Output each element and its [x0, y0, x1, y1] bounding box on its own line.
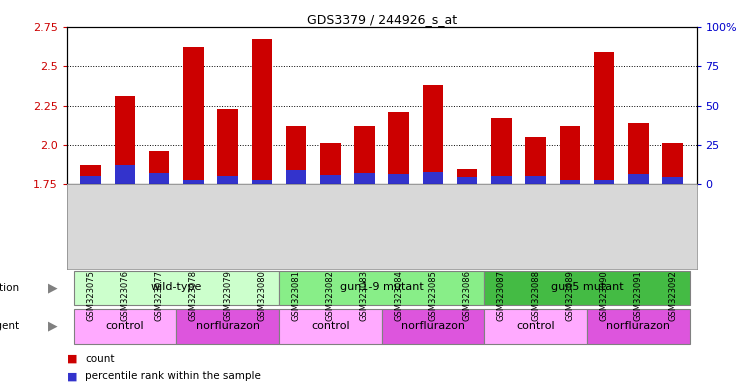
Bar: [279, 271, 485, 305]
Bar: [217, 177, 238, 184]
Bar: [217, 109, 238, 184]
Bar: [320, 175, 341, 184]
Bar: [149, 172, 170, 184]
Text: ■: ■: [67, 371, 77, 381]
Bar: [662, 143, 683, 184]
Bar: [183, 47, 204, 184]
Bar: [286, 126, 306, 184]
Text: percentile rank within the sample: percentile rank within the sample: [85, 371, 261, 381]
Bar: [354, 172, 375, 184]
Bar: [115, 165, 135, 184]
Text: genotype/variation: genotype/variation: [0, 283, 19, 293]
Bar: [286, 170, 306, 184]
Bar: [485, 309, 587, 344]
Bar: [320, 143, 341, 184]
Bar: [485, 271, 690, 305]
Bar: [457, 177, 477, 184]
Text: wild-type: wild-type: [150, 282, 202, 292]
Text: gun5 mutant: gun5 mutant: [551, 282, 623, 292]
Bar: [594, 52, 614, 184]
Bar: [491, 175, 512, 184]
Bar: [422, 85, 443, 184]
Bar: [149, 151, 170, 184]
Bar: [382, 309, 485, 344]
Bar: [628, 123, 648, 184]
Text: norflurazon: norflurazon: [196, 321, 259, 331]
Text: control: control: [311, 321, 350, 331]
Text: gun1-9 mutant: gun1-9 mutant: [339, 282, 424, 292]
Text: control: control: [516, 321, 555, 331]
Text: count: count: [85, 354, 115, 364]
Bar: [251, 40, 272, 184]
Text: norflurazon: norflurazon: [401, 321, 465, 331]
Bar: [525, 177, 546, 184]
Text: norflurazon: norflurazon: [606, 321, 671, 331]
Text: agent: agent: [0, 321, 19, 331]
Bar: [587, 309, 690, 344]
Bar: [559, 126, 580, 184]
Bar: [422, 172, 443, 184]
Bar: [279, 309, 382, 344]
Bar: [176, 309, 279, 344]
Bar: [354, 126, 375, 184]
Bar: [628, 174, 648, 184]
Bar: [80, 177, 101, 184]
Bar: [388, 112, 409, 184]
Bar: [594, 180, 614, 184]
Text: control: control: [105, 321, 144, 331]
Bar: [457, 169, 477, 184]
Bar: [525, 137, 546, 184]
Bar: [662, 177, 683, 184]
Text: ■: ■: [67, 354, 77, 364]
Text: ▶: ▶: [47, 281, 57, 295]
Title: GDS3379 / 244926_s_at: GDS3379 / 244926_s_at: [307, 13, 456, 26]
Bar: [73, 271, 279, 305]
Bar: [491, 118, 512, 184]
Bar: [388, 174, 409, 184]
Bar: [73, 309, 176, 344]
Bar: [115, 96, 135, 184]
Bar: [80, 166, 101, 184]
Bar: [183, 180, 204, 184]
Bar: [559, 180, 580, 184]
Bar: [251, 180, 272, 184]
Text: ▶: ▶: [47, 320, 57, 333]
